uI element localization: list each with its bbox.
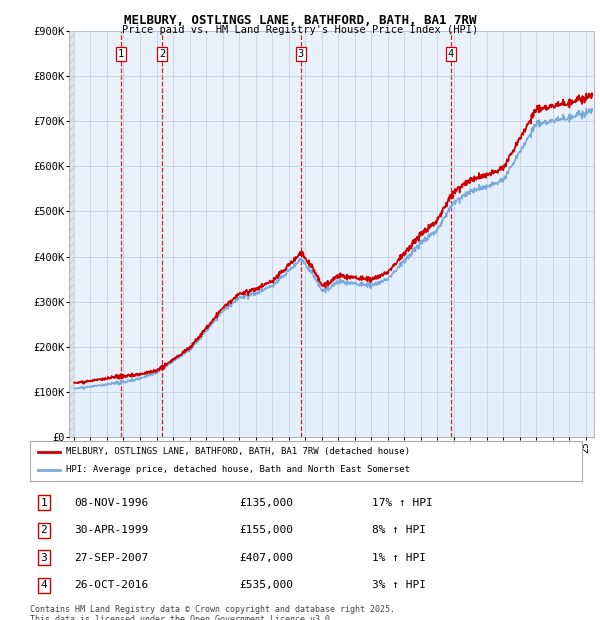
Text: 17% ↑ HPI: 17% ↑ HPI <box>372 498 433 508</box>
Text: 1% ↑ HPI: 1% ↑ HPI <box>372 553 426 563</box>
Text: HPI: Average price, detached house, Bath and North East Somerset: HPI: Average price, detached house, Bath… <box>66 466 410 474</box>
Text: 3% ↑ HPI: 3% ↑ HPI <box>372 580 426 590</box>
Text: MELBURY, OSTLINGS LANE, BATHFORD, BATH, BA1 7RW: MELBURY, OSTLINGS LANE, BATHFORD, BATH, … <box>124 14 476 27</box>
Text: 26-OCT-2016: 26-OCT-2016 <box>74 580 148 590</box>
Text: £155,000: £155,000 <box>240 525 294 535</box>
Text: £535,000: £535,000 <box>240 580 294 590</box>
Text: 4: 4 <box>448 49 454 60</box>
Text: 1: 1 <box>40 498 47 508</box>
Text: MELBURY, OSTLINGS LANE, BATHFORD, BATH, BA1 7RW (detached house): MELBURY, OSTLINGS LANE, BATHFORD, BATH, … <box>66 448 410 456</box>
Text: 4: 4 <box>40 580 47 590</box>
Text: 27-SEP-2007: 27-SEP-2007 <box>74 553 148 563</box>
Text: 3: 3 <box>298 49 304 60</box>
Text: 3: 3 <box>40 553 47 563</box>
Text: 8% ↑ HPI: 8% ↑ HPI <box>372 525 426 535</box>
Text: Price paid vs. HM Land Registry's House Price Index (HPI): Price paid vs. HM Land Registry's House … <box>122 25 478 35</box>
Text: 2: 2 <box>40 525 47 535</box>
Text: Contains HM Land Registry data © Crown copyright and database right 2025.
This d: Contains HM Land Registry data © Crown c… <box>30 604 395 620</box>
Text: 08-NOV-1996: 08-NOV-1996 <box>74 498 148 508</box>
Text: £407,000: £407,000 <box>240 553 294 563</box>
Text: 2: 2 <box>159 49 165 60</box>
Text: £135,000: £135,000 <box>240 498 294 508</box>
Text: 30-APR-1999: 30-APR-1999 <box>74 525 148 535</box>
Text: 1: 1 <box>118 49 124 60</box>
